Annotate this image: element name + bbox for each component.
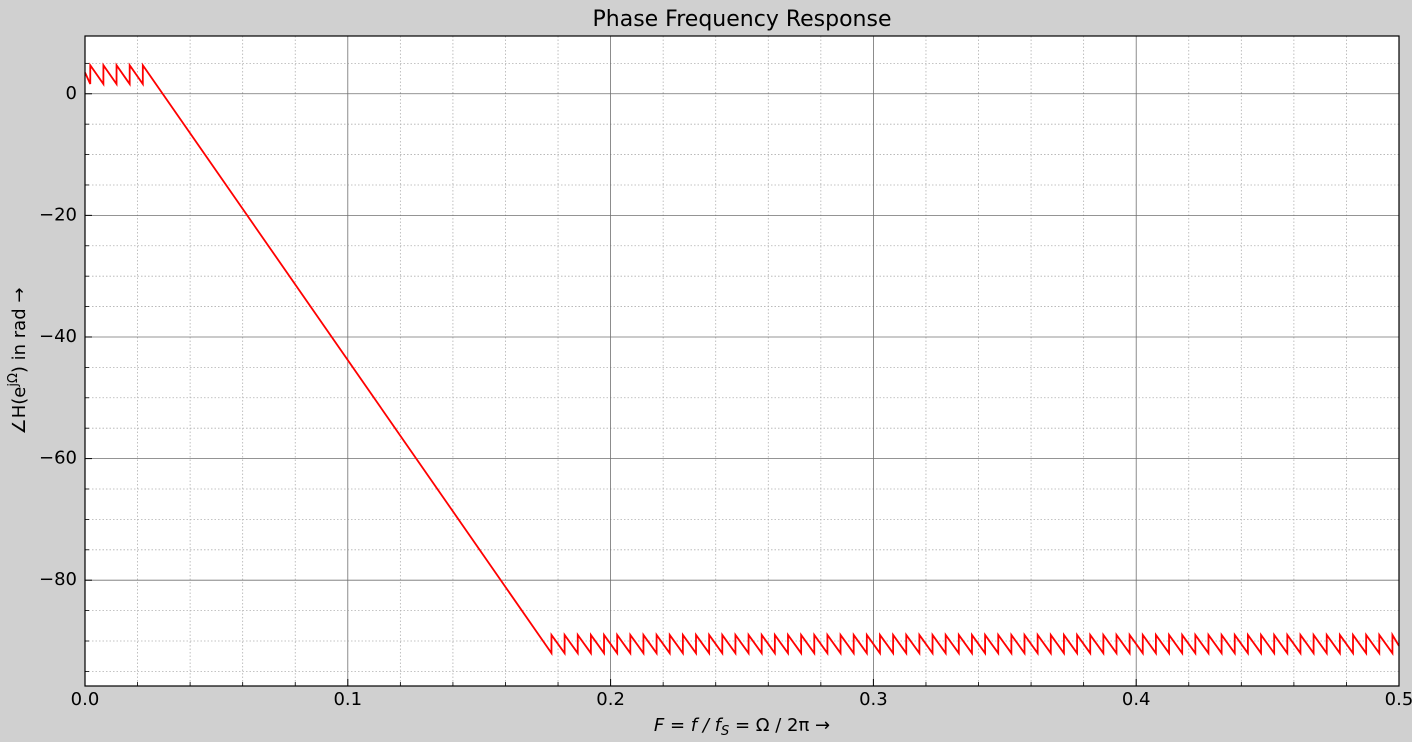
x-tick-label: 0.1 [333, 689, 362, 710]
x-tick-label: 0.0 [71, 689, 100, 710]
y-tick-label: −40 [39, 326, 77, 347]
labels: Phase Frequency Response F = f / fS = Ω … [6, 7, 1412, 739]
chart-title: Phase Frequency Response [593, 7, 892, 32]
y-label-part: ∠H(e [9, 387, 30, 435]
y-axis-label: ∠H(ejΩ) in rad → [6, 288, 31, 435]
y-label-part: ) in rad → [9, 288, 30, 374]
y-tick-label: −20 [39, 204, 77, 225]
y-label-sup: jΩ [6, 373, 21, 388]
x-tick-label: 0.5 [1385, 689, 1412, 710]
y-tick-label: 0 [66, 83, 77, 104]
x-axis-label: F = f / fS = Ω / 2π → [654, 715, 830, 739]
x-label-part: F = f / f [654, 715, 724, 736]
data-line [84, 62, 1400, 657]
x-label-sub: S [721, 724, 729, 739]
plot-frame [84, 35, 1400, 687]
y-tick-label: −80 [39, 569, 77, 590]
x-tick-label: 0.4 [1122, 689, 1151, 710]
plot-area [85, 36, 1399, 686]
y-tick-label: −60 [39, 448, 77, 469]
x-label-part: = Ω / 2π → [729, 715, 830, 736]
plot [84, 62, 1400, 657]
x-tick-label: 0.3 [859, 689, 888, 710]
x-tick-label: 0.2 [596, 689, 625, 710]
